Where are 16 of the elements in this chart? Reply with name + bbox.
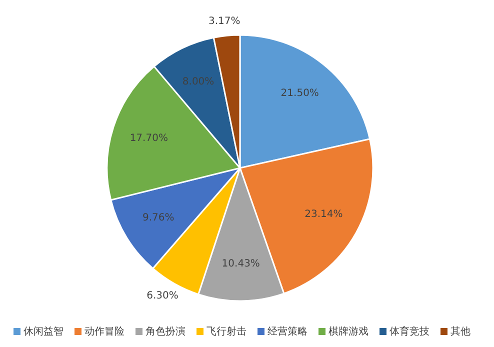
data-label: 10.43% [222, 258, 260, 270]
legend-label: 其他 [450, 326, 470, 338]
data-label: 3.17% [208, 16, 240, 28]
data-label: 21.50% [280, 88, 319, 99]
data-label: 17.70% [130, 133, 168, 144]
data-label: 6.30% [146, 290, 178, 302]
legend-label: 角色扮演 [146, 326, 186, 338]
legend-label: 体育竞技 [390, 326, 430, 338]
legend-label: 飞行射击 [206, 326, 246, 338]
legend-label: 休闲益智 [24, 326, 64, 338]
data-label: 23.14% [304, 209, 343, 220]
data-label: 9.76% [142, 212, 174, 224]
legend-label: 动作冒险 [84, 326, 124, 338]
legend-label: 经营策略 [268, 326, 308, 338]
data-label: 8.00% [182, 76, 214, 88]
legend-label: 棋牌游戏 [328, 326, 368, 338]
